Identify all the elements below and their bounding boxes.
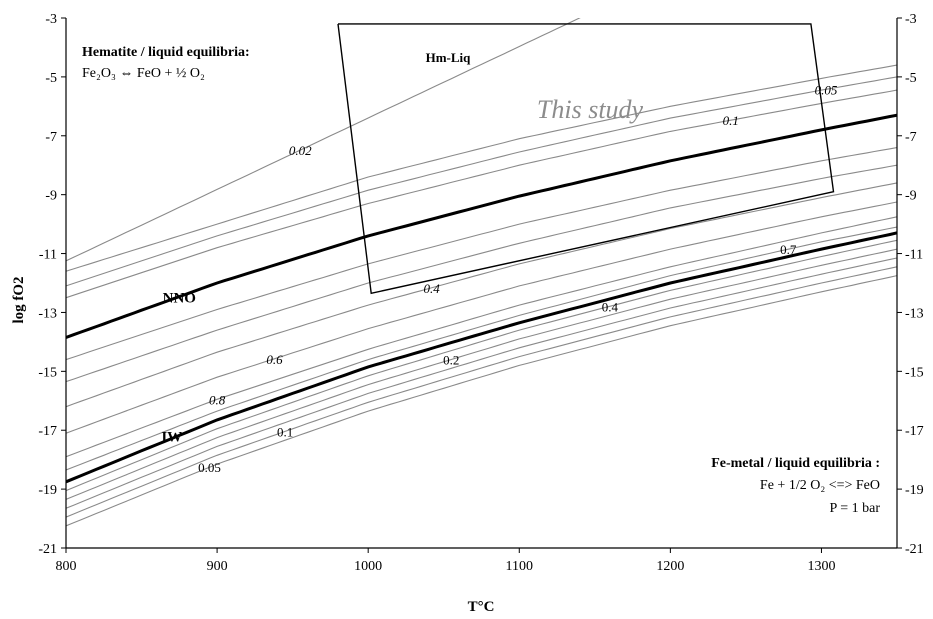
hematite-reaction: Fe₂O₃ ⇔ FeO + ½ O₂ <box>82 66 205 81</box>
y-tick-label-right: -17 <box>905 424 924 439</box>
x-axis-label: T°C <box>468 599 495 615</box>
hematite-isopleth-label: 0.05 <box>815 82 838 97</box>
hematite-isopleth-label: 0.8 <box>209 392 226 407</box>
hematite-isopleth-label: 0.1 <box>723 113 739 128</box>
hematite-isopleth-line <box>66 216 897 458</box>
x-tick-label: 1300 <box>807 559 835 574</box>
y-tick-label-right: -3 <box>905 12 917 27</box>
metal-isopleth-label: 0.4 <box>602 299 619 314</box>
hematite-isopleth-label: 0.4 <box>424 281 441 296</box>
buffer-label: IW <box>161 429 182 445</box>
y-tick-label-right: -9 <box>905 189 917 204</box>
hematite-title: Hematite / liquid equilibria: <box>82 45 250 60</box>
metal-reaction: Fe + 1/2 O₂ <=> FeO <box>760 478 880 493</box>
metal-isopleth-line <box>66 257 897 509</box>
metal-isopleth-label: 0.05 <box>198 460 221 475</box>
x-tick-label: 1100 <box>506 559 533 574</box>
hematite-isopleth-line <box>66 18 581 262</box>
metal-isopleth-label: 0.1 <box>277 424 293 439</box>
y-tick-label-right: -7 <box>905 130 917 145</box>
isopleth-lines <box>66 18 897 527</box>
hematite-isopleth-label: 0.6 <box>266 352 283 367</box>
x-tick-label: 800 <box>56 559 77 574</box>
y-tick-label-left: -17 <box>38 424 57 439</box>
metal-isopleth-line <box>66 275 897 527</box>
y-tick-label-left: -9 <box>45 189 57 204</box>
hematite-isopleth-line <box>66 89 897 299</box>
y-tick-label-left: -15 <box>38 365 57 380</box>
y-tick-label-left: -21 <box>38 542 57 557</box>
y-tick-label-left: -3 <box>45 12 57 27</box>
y-tick-label-right: -13 <box>905 306 924 321</box>
metal-isopleth-line <box>66 248 897 500</box>
metal-isopleth-line <box>66 266 897 518</box>
buffer-label: NNO <box>163 291 196 307</box>
hematite-isopleth-line <box>66 201 897 434</box>
hematite-isopleth-line <box>66 182 897 408</box>
metal-isopleth-label: 0.2 <box>443 352 459 367</box>
pressure-label: P = 1 bar <box>829 501 880 516</box>
y-tick-label-right: -5 <box>905 71 917 86</box>
metal-title: Fe-metal / liquid equilibria : <box>711 456 880 471</box>
y-tick-label-left: -11 <box>39 248 57 263</box>
axes: -3 -3 -5 -5 -7 -7 -9 -9 -11 -11 -13 -13 -15 -15 -17 -17… <box>38 12 923 574</box>
buffer-lines <box>66 113 897 484</box>
y-axis-label: log fO2 <box>11 276 27 323</box>
region-label: Hm-Liq <box>426 50 472 65</box>
y-tick-label-left: -13 <box>38 306 57 321</box>
y-tick-label-right: -19 <box>905 483 924 498</box>
y-tick-label-left: -19 <box>38 483 57 498</box>
x-tick-label: 1000 <box>354 559 382 574</box>
study-region <box>337 23 835 295</box>
nno-buffer-line <box>66 113 897 339</box>
y-tick-label-left: -7 <box>45 130 57 145</box>
metal-isopleth-label: 0.7 <box>780 242 797 257</box>
hematite-isopleth-line <box>66 76 897 287</box>
study-label: This study <box>537 95 644 124</box>
metal-isopleth-line <box>66 239 897 492</box>
y-tick-label-left: -5 <box>45 71 57 86</box>
x-tick-label: 1200 <box>656 559 684 574</box>
hematite-isopleth-label: 0.02 <box>289 143 312 158</box>
hematite-isopleth-line <box>66 64 897 272</box>
hematite-isopleth-line <box>66 147 897 361</box>
y-tick-label-right: -11 <box>905 248 923 263</box>
x-tick-label: 900 <box>207 559 228 574</box>
curve-labels: 0.02 0.05 0.1 0.4 0.6 0.8 0.7 0.4 0.2 0.1 0.05 NNO I… <box>161 82 838 475</box>
metal-isopleth-line <box>66 226 897 471</box>
study-region-outline <box>337 23 835 295</box>
y-tick-label-right: -15 <box>905 365 924 380</box>
y-tick-label-right: -21 <box>905 542 924 557</box>
hematite-isopleth-line <box>66 164 897 383</box>
iw-buffer-line <box>66 231 897 484</box>
